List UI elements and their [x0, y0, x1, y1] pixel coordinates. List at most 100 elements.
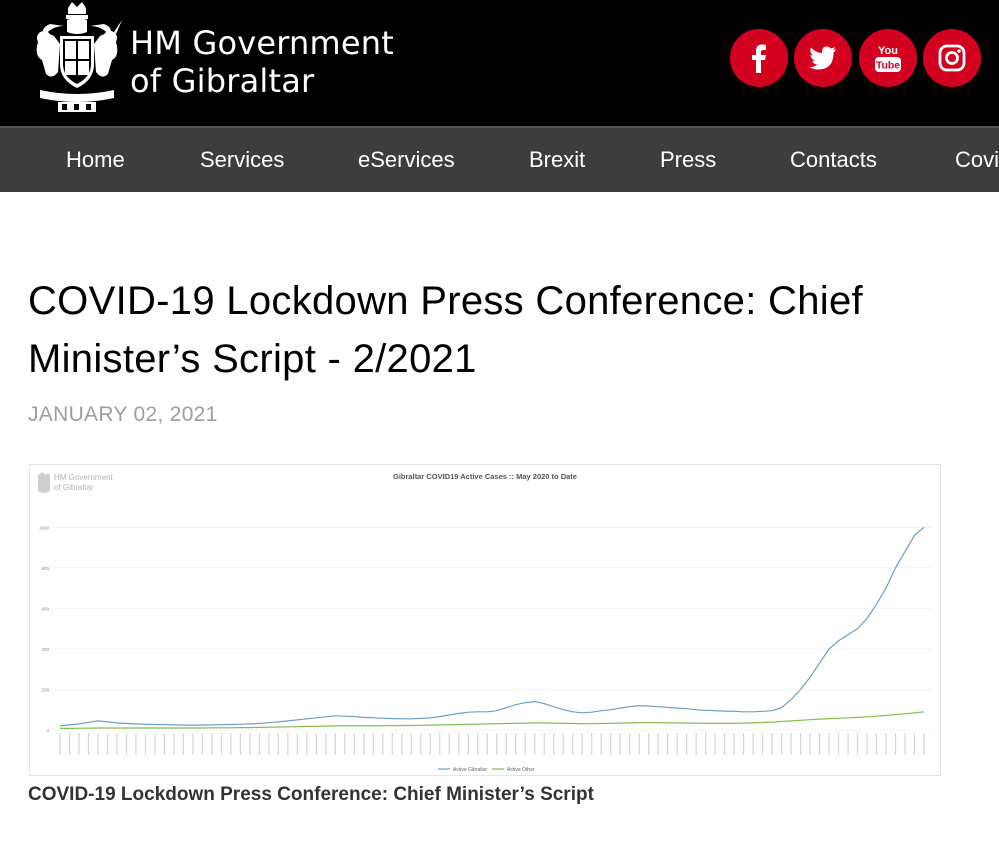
- figure-caption: COVID-19 Lockdown Press Conference: Chie…: [28, 784, 594, 805]
- x-tick-mark: [496, 733, 498, 755]
- x-tick-mark: [809, 733, 811, 755]
- x-tick-mark: [486, 733, 488, 755]
- x-tick-mark: [382, 733, 384, 755]
- x-tick-mark: [866, 733, 868, 755]
- nav-services[interactable]: Services: [200, 147, 285, 172]
- brand-line-2: of Gibraltar: [130, 62, 315, 100]
- twitter-icon: [809, 46, 836, 70]
- nav-eservices[interactable]: eServices: [358, 147, 455, 172]
- coat-of-arms-logo[interactable]: [30, 2, 124, 114]
- x-tick-mark: [87, 733, 90, 755]
- x-tick-mark: [761, 733, 764, 755]
- twitter-button[interactable]: [794, 29, 852, 87]
- x-tick-mark: [686, 733, 688, 755]
- y-tick-label: 1000: [39, 525, 50, 530]
- series-line-gibraltar: [59, 526, 925, 727]
- instagram-button[interactable]: [923, 29, 981, 87]
- x-tick-mark: [401, 733, 403, 755]
- x-tick-mark: [885, 733, 887, 755]
- y-tick-label: 400: [41, 647, 49, 652]
- x-tick-mark: [439, 733, 441, 755]
- x-tick-mark: [353, 733, 355, 755]
- y-tick-label: 0: [46, 728, 49, 733]
- x-tick-mark: [192, 733, 194, 755]
- x-tick-mark: [923, 733, 925, 755]
- watermark-line-2: of Gibraltar: [54, 483, 94, 492]
- article-title: COVID-19 Lockdown Press Conference: Chie…: [28, 279, 863, 381]
- x-tick-mark: [875, 733, 878, 755]
- x-tick-mark: [553, 733, 555, 755]
- nav-press[interactable]: Press: [660, 147, 717, 172]
- y-tick-label: 800: [41, 566, 49, 571]
- x-tick-mark: [724, 733, 726, 755]
- x-tick-mark: [334, 733, 336, 755]
- x-tick-mark: [477, 733, 479, 755]
- x-tick-mark: [163, 733, 166, 755]
- x-tick-mark: [429, 733, 431, 755]
- x-tick-mark: [847, 733, 849, 755]
- y-tick-label: 600: [41, 606, 49, 611]
- x-tick-mark: [705, 733, 707, 755]
- x-tick-mark: [325, 733, 327, 755]
- x-tick-mark: [648, 733, 650, 755]
- x-tick-mark: [372, 733, 374, 755]
- x-tick-mark: [344, 733, 346, 755]
- x-tick-mark: [904, 733, 906, 755]
- x-tick-mark: [828, 733, 830, 755]
- x-tick-mark: [524, 733, 526, 755]
- x-tick-mark: [581, 733, 583, 755]
- youtube-icon: You Tube: [875, 45, 901, 72]
- nav-covid[interactable]: Covid: [955, 147, 999, 172]
- article-date: JANUARY 02, 2021: [28, 403, 218, 426]
- facebook-button[interactable]: [730, 29, 788, 87]
- x-tick-mark: [59, 733, 61, 755]
- x-tick-mark: [676, 733, 678, 755]
- x-tick-mark: [239, 733, 241, 755]
- youtube-you-text: You: [878, 45, 898, 57]
- x-tick-mark: [562, 733, 564, 755]
- chart-title: Gibraltar COVID19 Active Cases :: May 20…: [393, 472, 577, 481]
- x-tick-mark: [144, 733, 147, 755]
- x-tick-mark: [201, 733, 204, 755]
- article-figure[interactable]: HM Government of Gibraltar Gibraltar COV…: [29, 464, 941, 776]
- x-tick-mark: [182, 733, 185, 755]
- x-tick-mark: [391, 733, 393, 755]
- x-tick-mark: [629, 733, 631, 755]
- x-tick-mark: [315, 733, 317, 755]
- x-tick-mark: [733, 733, 735, 755]
- x-tick-mark: [97, 733, 99, 755]
- x-tick-mark: [913, 733, 916, 755]
- x-tick-mark: [780, 733, 783, 755]
- x-tick-mark: [363, 733, 365, 755]
- x-tick-mark: [296, 733, 298, 755]
- series-line-other: [60, 711, 925, 729]
- x-tick-mark: [856, 733, 859, 755]
- watermark-line-1: HM Government: [54, 473, 113, 482]
- y-tick-label: 200: [41, 687, 49, 692]
- x-tick-mark: [572, 733, 574, 755]
- x-tick-mark: [505, 733, 507, 755]
- x-tick-mark: [249, 733, 251, 755]
- x-tick-mark: [277, 733, 279, 755]
- x-tick-mark: [230, 733, 232, 755]
- nav-home[interactable]: Home: [66, 147, 125, 172]
- x-tick-mark: [695, 733, 697, 755]
- x-tick-mark: [135, 733, 137, 755]
- x-tick-mark: [211, 733, 213, 755]
- x-tick-mark: [448, 733, 450, 755]
- facebook-icon: [752, 44, 766, 73]
- x-tick-mark: [467, 733, 469, 755]
- site-brand[interactable]: HM Government of Gibraltar: [130, 24, 394, 100]
- site-header: HM Government of Gibraltar You Tube: [0, 0, 999, 126]
- x-tick-mark: [790, 733, 792, 755]
- x-tick-mark: [534, 733, 536, 755]
- nav-brexit[interactable]: Brexit: [529, 147, 586, 172]
- legend-label-gibraltar: Active Gibraltar: [453, 767, 488, 773]
- x-tick-mark: [173, 733, 175, 755]
- youtube-button[interactable]: You Tube: [859, 29, 917, 87]
- x-tick-mark: [619, 733, 621, 755]
- brand-line-1: HM Government: [130, 24, 395, 62]
- x-tick-mark: [657, 733, 659, 755]
- x-tick-mark: [410, 733, 412, 755]
- nav-contacts[interactable]: Contacts: [790, 147, 877, 172]
